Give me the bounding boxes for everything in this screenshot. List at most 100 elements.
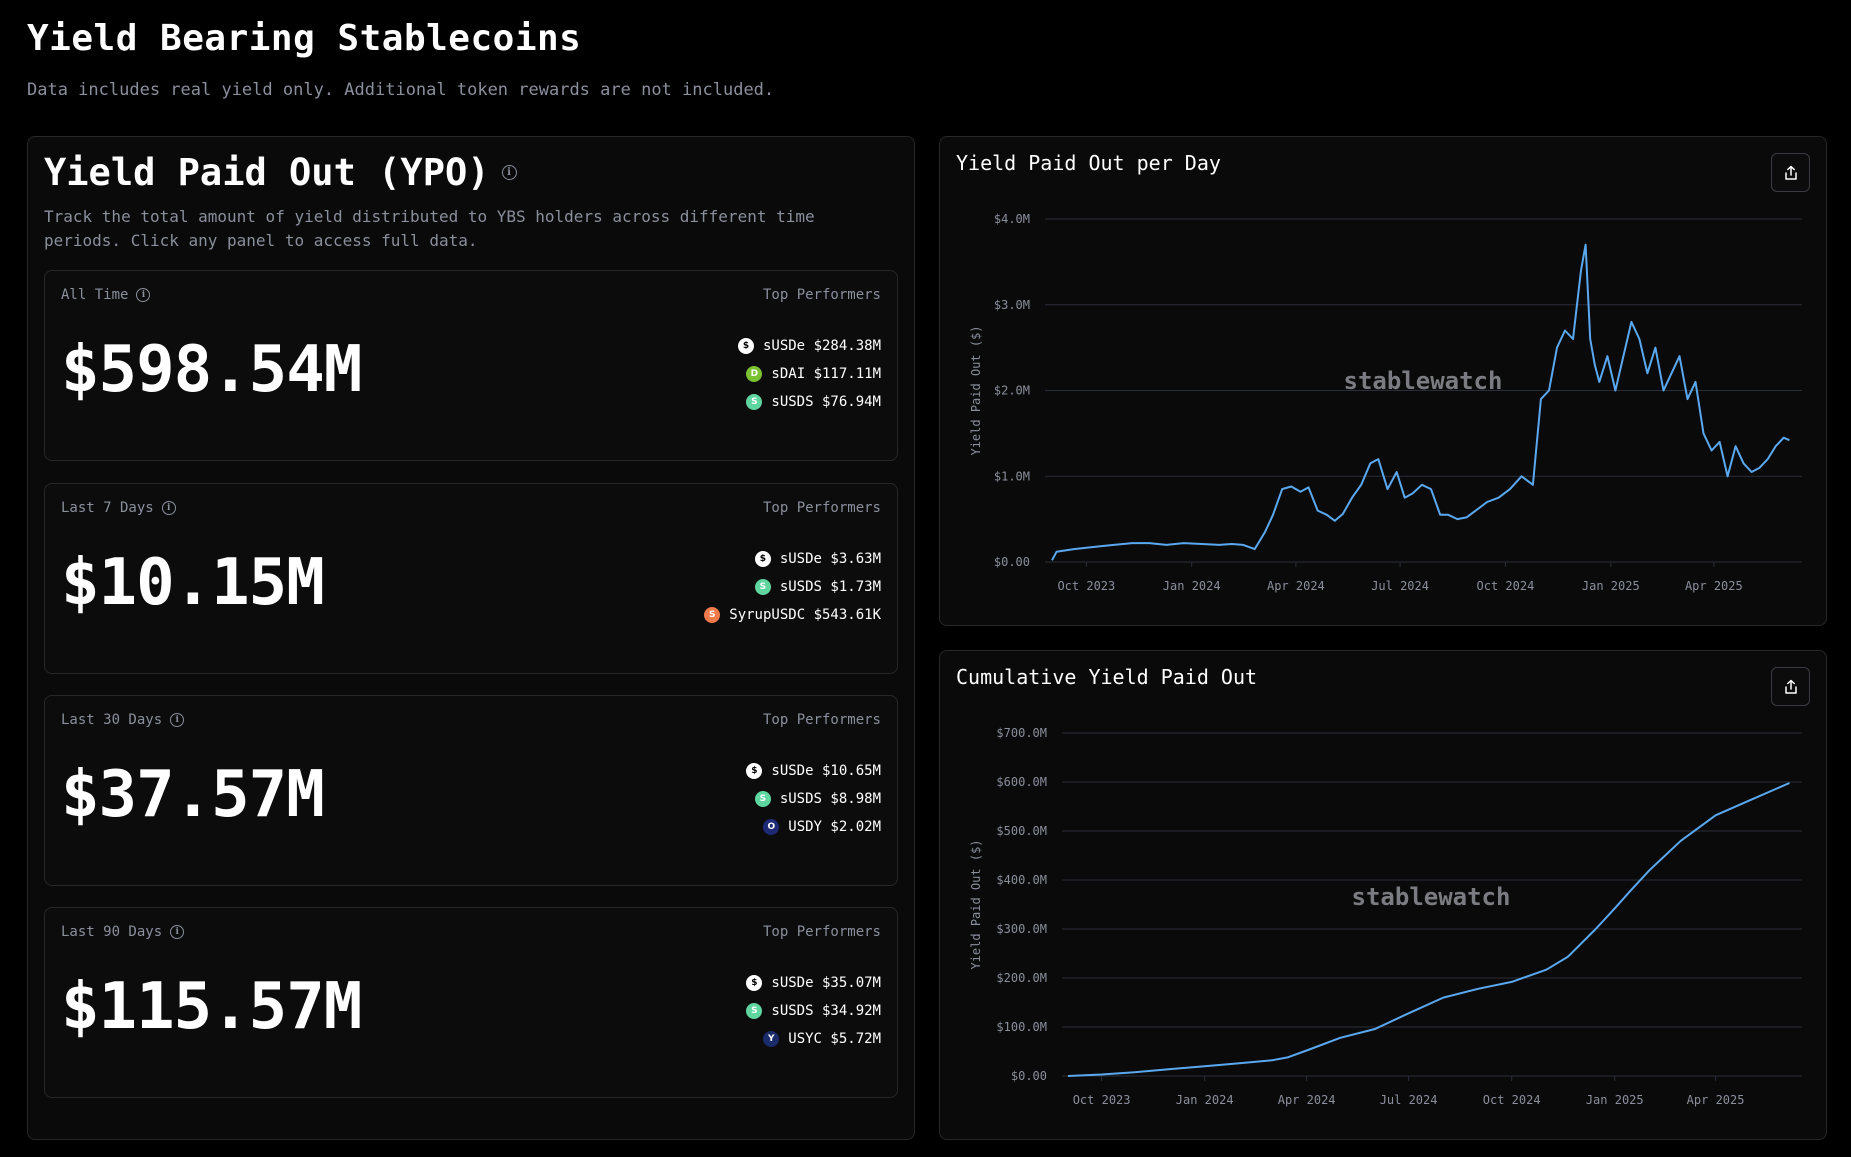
susde-icon: $ [746, 975, 763, 991]
susds-icon: S [754, 579, 771, 595]
stat-card[interactable]: Last 90 Days i Top Performers $115.57M $ sUSD… [44, 907, 898, 1098]
top-performers-label: Top Performers [762, 287, 881, 303]
x-tick-label: Jan 2024 [1176, 1093, 1234, 1107]
x-tick-label: Apr 2024 [1278, 1093, 1336, 1107]
info-icon[interactable]: i [161, 501, 176, 515]
y-tick-label: $400.0M [996, 873, 1047, 887]
daily-yield-chart: $0.00 $1.0M $2.0M $3.0M $4.0M Oct 2023 Jan 202… [969, 212, 1802, 593]
x-tick-label: Jul 2024 [1380, 1093, 1438, 1107]
series-line [1067, 782, 1790, 1077]
y-axis-label: Yield Paid Out ($) [969, 325, 983, 455]
info-icon[interactable]: i [170, 925, 185, 939]
performer-amount: $117.11M [813, 366, 881, 382]
y-tick-label: $0.00 [994, 555, 1030, 569]
watermark: stablewatch [1344, 367, 1503, 395]
performer-amount: $543.61K [813, 607, 881, 623]
performer-amount: $10.65M [821, 763, 881, 779]
y-tick-label: $100.0M [996, 1020, 1047, 1034]
stat-card[interactable]: All Time i Top Performers $598.54M $ sUSDe $2… [44, 270, 898, 461]
ypo-title-text: Yield Paid Out (YPO) [44, 151, 490, 194]
chart-title: Yield Paid Out per Day [956, 151, 1221, 175]
performer-name: sUSDS [771, 1003, 814, 1019]
performer-amount: $5.72M [830, 1031, 881, 1047]
ypo-description: Track the total amount of yield distribu… [44, 207, 815, 250]
usdy-icon: O [763, 819, 780, 835]
stat-card-label: Last 30 Days i [61, 712, 185, 728]
stat-card[interactable]: Last 7 Days i Top Performers $10.15M $ sUSDe … [44, 483, 898, 674]
stat-card[interactable]: Last 30 Days i Top Performers $37.57M $ sUSDe… [44, 695, 898, 886]
performer-name: SyrupUSDC [729, 607, 806, 623]
performer-item[interactable]: Y USYC $5.72M [763, 1030, 881, 1048]
share-icon [1784, 679, 1797, 694]
y-tick-label: $4.0M [994, 212, 1030, 226]
performer-amount: $3.63M [830, 551, 881, 567]
x-tick-label: Oct 2024 [1477, 579, 1535, 593]
stat-card-label-text: Last 30 Days [61, 712, 163, 728]
susde-icon: $ [754, 551, 771, 567]
top-performers-label: Top Performers [762, 924, 881, 940]
info-icon[interactable]: i [136, 288, 151, 302]
x-tick-label: Oct 2023 [1073, 1093, 1131, 1107]
performer-name: sUSDe [771, 975, 814, 991]
x-tick-label: Apr 2024 [1267, 579, 1325, 593]
watermark: stablewatch [1352, 883, 1511, 911]
performer-name: sUSDS [779, 579, 822, 595]
y-tick-label: $500.0M [996, 824, 1047, 838]
x-tick-label: Oct 2024 [1483, 1093, 1541, 1107]
performer-name: sUSDe [771, 763, 814, 779]
performer-item[interactable]: $ sUSDe $3.63M [754, 550, 881, 568]
performer-item[interactable]: S SyrupUSDC $543.61K [704, 606, 881, 624]
x-tick-label: Apr 2025 [1685, 579, 1743, 593]
performer-item[interactable]: O USDY $2.02M [763, 818, 881, 836]
performer-amount: $8.98M [830, 791, 881, 807]
performer-item[interactable]: $ sUSDe $35.07M [746, 974, 881, 992]
top-performers-label: Top Performers [762, 500, 881, 516]
ypo-panel: Yield Paid Out (YPO) i Track the total a… [27, 136, 915, 1140]
daily-yield-chart-panel: Yield Paid Out per Day $0.00 $1.0M $2.0M $3… [939, 136, 1827, 626]
ypo-title: Yield Paid Out (YPO) i [44, 151, 517, 194]
performer-amount: $35.07M [821, 975, 881, 991]
performer-name: sUSDe [779, 551, 822, 567]
stat-card-label: Last 90 Days i [61, 924, 185, 940]
y-tick-label: $0.00 [1011, 1069, 1047, 1083]
stat-card-value: $10.15M [61, 546, 325, 620]
stat-card-label-text: Last 7 Days [61, 500, 154, 516]
performer-name: sDAI [771, 366, 806, 382]
share-button[interactable] [1771, 667, 1810, 706]
stat-card-value: $598.54M [61, 333, 362, 407]
share-button[interactable] [1771, 153, 1810, 192]
performer-item[interactable]: $ sUSDe $284.38M [737, 337, 881, 355]
x-tick-label: Jan 2025 [1586, 1093, 1644, 1107]
y-tick-label: $600.0M [996, 775, 1047, 789]
susds-icon: S [746, 1003, 763, 1019]
performer-name: sUSDe [762, 338, 806, 354]
performer-name: sUSDS [771, 394, 814, 410]
performer-name: USDY [788, 819, 822, 835]
chart-title: Cumulative Yield Paid Out [956, 665, 1258, 689]
performer-amount: $284.38M [813, 338, 881, 354]
y-axis-label: Yield Paid Out ($) [969, 839, 983, 969]
performer-item[interactable]: $ sUSDe $10.65M [746, 762, 881, 780]
usyc-icon: Y [763, 1031, 780, 1047]
y-tick-label: $3.0M [994, 298, 1030, 312]
performer-amount: $1.73M [830, 579, 881, 595]
page-title: Yield Bearing Stablecoins [27, 18, 582, 59]
y-tick-label: $700.0M [996, 726, 1047, 740]
performer-name: USYC [788, 1031, 822, 1047]
info-icon[interactable]: i [170, 713, 185, 727]
y-tick-label: $2.0M [994, 384, 1030, 398]
sdai-icon: D [746, 366, 763, 382]
cumulative-yield-chart: $0.00 $100.0M $200.0M $300.0M $400.0M $500.0M… [969, 726, 1802, 1107]
info-icon[interactable]: i [501, 165, 517, 180]
page-subtitle: Data includes real yield only. Additiona… [27, 80, 775, 100]
syrupusdc-icon: S [704, 607, 721, 623]
top-performers-label: Top Performers [762, 712, 881, 728]
